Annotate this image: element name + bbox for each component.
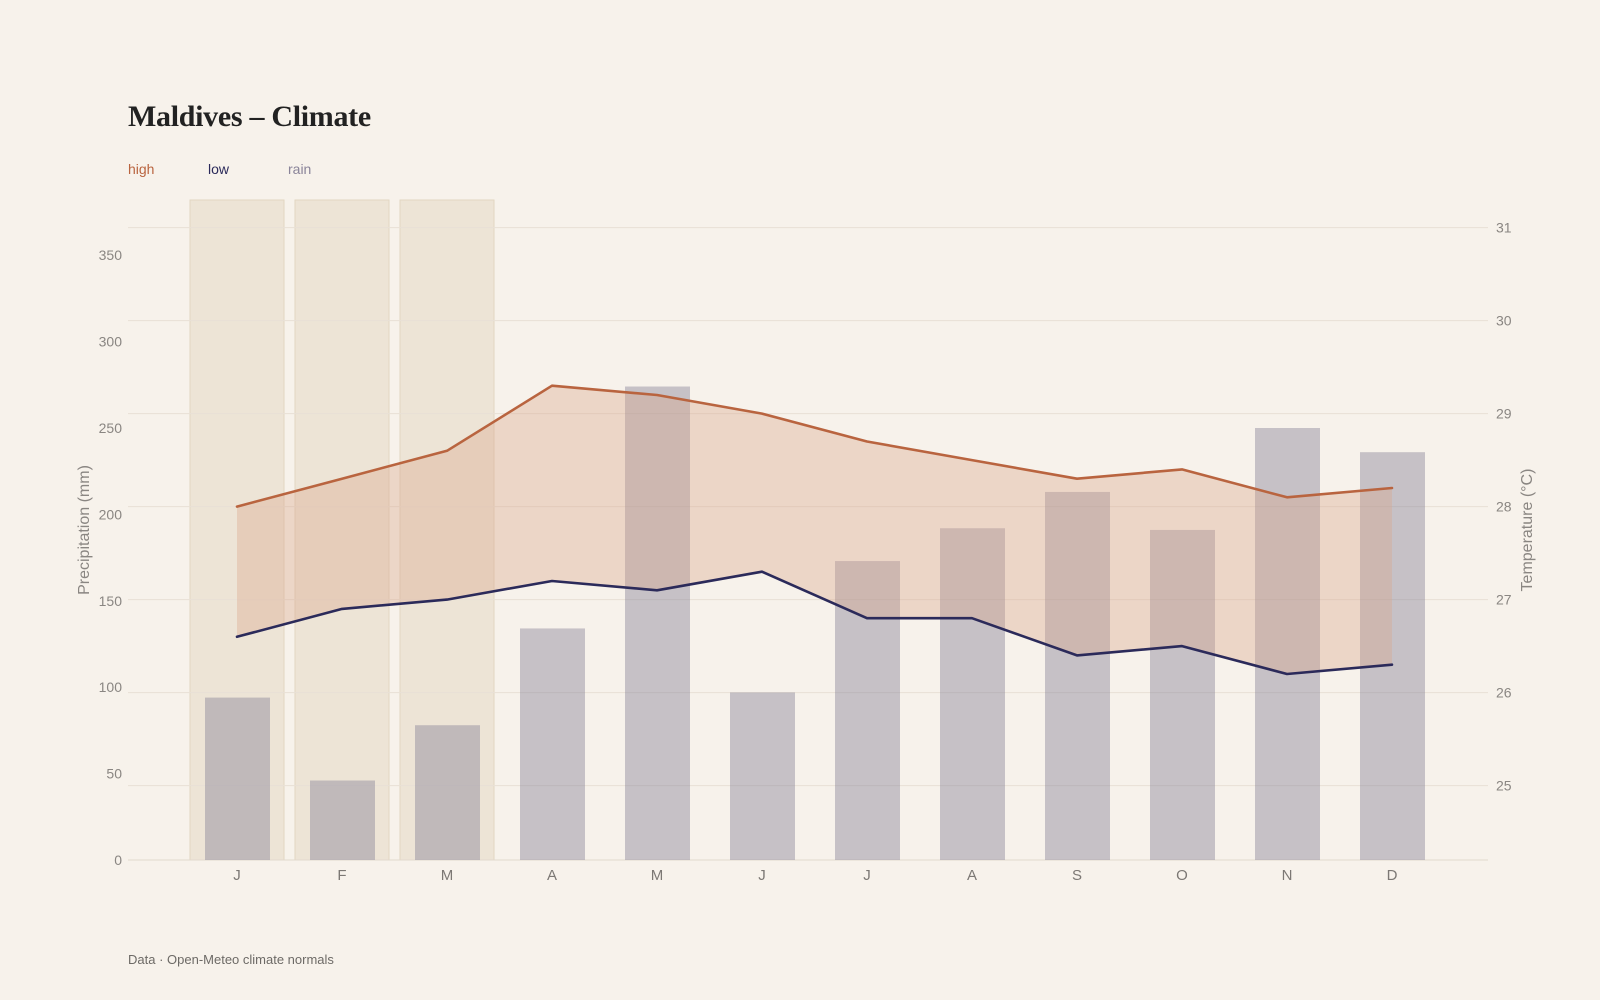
legend-item-low: low (208, 161, 230, 177)
right-tick-label: 28 (1496, 499, 1512, 515)
x-tick-label: M (651, 867, 664, 884)
high-line (235, 384, 1394, 508)
x-tick-label: F (337, 867, 346, 884)
highlight-column (189, 199, 285, 861)
low-line (235, 570, 1394, 676)
source-note: Data · Open-Meteo climate normals (128, 952, 334, 967)
rain-bar (1360, 452, 1425, 860)
left-tick-label: 0 (114, 852, 122, 868)
x-tick-label: M (441, 867, 454, 884)
right-tick-label: 31 (1496, 220, 1512, 236)
x-tick-label: A (967, 867, 977, 884)
right-tick-label: 26 (1496, 685, 1512, 701)
right-axis-title: Temperature (°C) (1519, 469, 1536, 592)
x-tick-label: J (863, 867, 871, 884)
left-tick-label: 50 (106, 766, 122, 782)
x-tick-label: O (1176, 867, 1188, 884)
rain-bar (205, 697, 270, 860)
rain-bar (1150, 529, 1215, 860)
highlight-column (399, 199, 495, 861)
x-tick-label: J (233, 867, 241, 884)
left-tick-label: 250 (99, 420, 123, 436)
legend-item-high: high (128, 161, 155, 177)
x-tick-label: J (758, 867, 766, 884)
left-tick-label: 350 (99, 247, 123, 263)
rain-bar (940, 528, 1005, 860)
x-tick-label: A (547, 867, 557, 884)
rain-bar (835, 561, 900, 860)
rain-bar (730, 692, 795, 860)
x-tick-label: D (1387, 867, 1398, 884)
left-tick-label: 300 (99, 334, 123, 350)
rain-bar (310, 780, 375, 860)
x-tick-label: N (1282, 867, 1293, 884)
left-tick-label: 150 (99, 593, 123, 609)
rain-bar (1255, 428, 1320, 860)
chart-title: Maldives – Climate (128, 100, 371, 133)
right-tick-label: 25 (1496, 778, 1512, 794)
bar-layer (205, 386, 1425, 860)
x-tick-label: S (1072, 867, 1082, 884)
right-tick-label: 29 (1496, 406, 1512, 422)
left-tick-label: 100 (99, 679, 123, 695)
highlight-layer (189, 199, 495, 861)
left-tick-label: 200 (99, 506, 123, 522)
highlight-column (294, 199, 390, 861)
rain-bar (415, 725, 480, 860)
grid-layer (128, 227, 1488, 861)
band-layer (237, 385, 1392, 674)
line-layer (235, 384, 1394, 676)
right-tick-label: 27 (1496, 592, 1512, 608)
axis-layer: 0 50 100 150 200 250 300 350 25 26 27 28 29 30 31 J F M A M… (76, 220, 1536, 884)
right-tick-label: 30 (1496, 313, 1512, 329)
temperature-band (237, 385, 1392, 674)
rain-bar (1045, 491, 1110, 860)
rain-bar (625, 386, 690, 860)
legend-item-rain: rain (288, 161, 312, 177)
left-axis-title: Precipitation (mm) (76, 465, 93, 595)
rain-bar (520, 628, 585, 860)
